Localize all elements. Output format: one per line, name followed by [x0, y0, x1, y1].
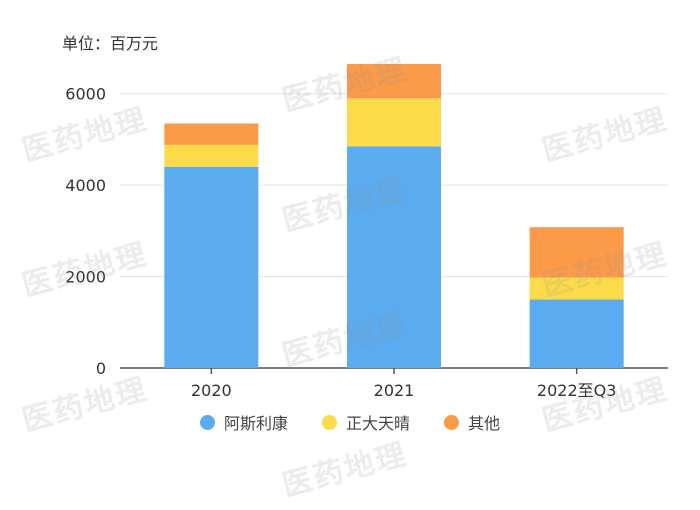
- y-tick-label-2000: 2000: [65, 268, 106, 287]
- bar-2022至Q3-series-0: [529, 299, 624, 368]
- legend-label-other: 其他: [468, 414, 501, 433]
- legend-item-chia-tai-tianqing[interactable]: 正大天晴: [321, 410, 410, 434]
- bar-2020-series-1: [164, 144, 259, 167]
- y-tick-label-6000: 6000: [65, 85, 106, 104]
- legend-dot-astrazeneca: [199, 414, 215, 430]
- bar-2020-series-2: [164, 123, 259, 145]
- legend-dot-other: [444, 414, 459, 430]
- legend-item-other[interactable]: 其他: [444, 410, 500, 434]
- legend-label-chia-tai-tianqing: 正大天晴: [345, 414, 410, 433]
- bar-2020-series-0: [164, 166, 259, 368]
- chart-legend: 阿斯利康 正大天晴 其他: [0, 410, 700, 434]
- legend-label-astrazeneca: 阿斯利康: [223, 414, 288, 433]
- bar-2021-series-1: [347, 98, 441, 147]
- x-tick-label-2022至Q3: 2022至Q3: [537, 381, 617, 400]
- bar-2022至Q3-series-1: [529, 277, 624, 300]
- legend-dot-chia-tai-tianqing: [321, 414, 337, 430]
- bar-2021-series-2: [347, 64, 441, 99]
- y-tick-label-0: 0: [96, 359, 106, 378]
- x-tick-label-2020: 2020: [191, 381, 232, 400]
- y-tick-label-4000: 4000: [65, 176, 106, 195]
- x-tick-label-2021: 2021: [374, 381, 415, 400]
- unit-label: 单位：百万元: [62, 34, 159, 53]
- bar-2022至Q3-series-2: [529, 227, 624, 278]
- legend-item-astrazeneca[interactable]: 阿斯利康: [199, 410, 288, 434]
- bar-2021-series-0: [347, 146, 441, 368]
